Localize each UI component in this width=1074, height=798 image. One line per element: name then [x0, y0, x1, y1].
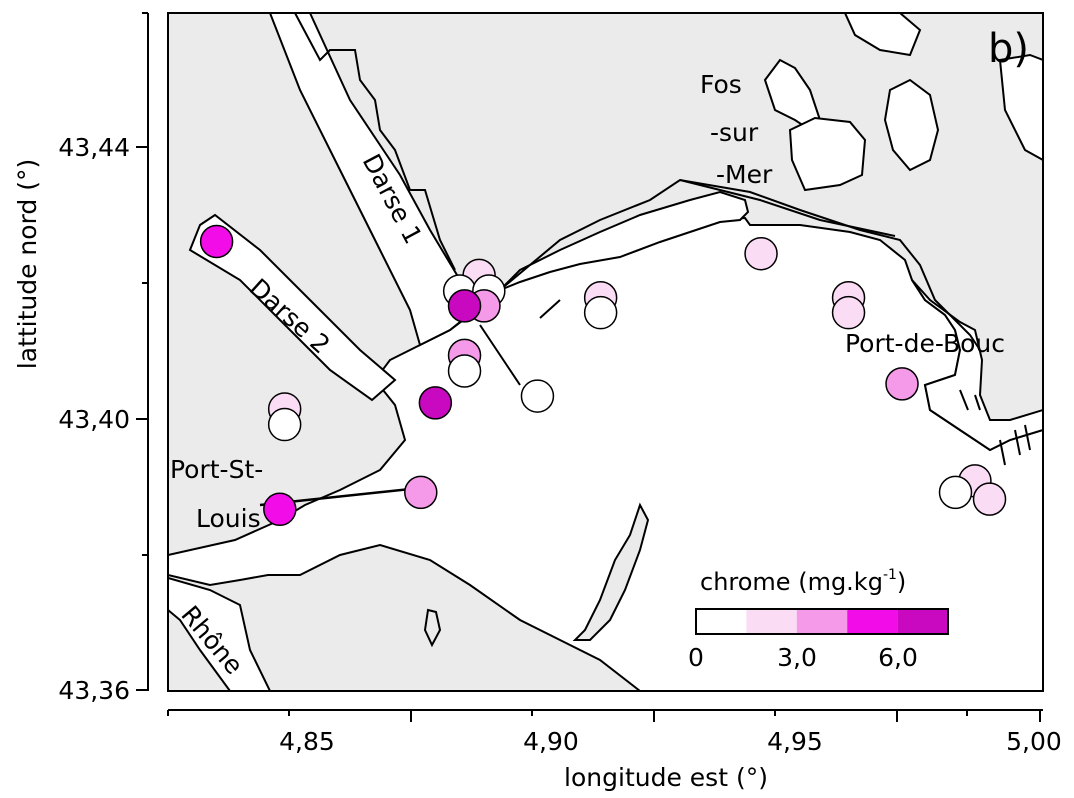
fos-label-line1: Fos	[700, 70, 742, 99]
y-axis-title: lattitude nord (°)	[13, 159, 42, 369]
sample-point	[520, 379, 555, 413]
small-islet	[423, 608, 442, 648]
legend-color-class	[847, 609, 898, 634]
fos-island-2	[788, 116, 867, 192]
legend-tick-label: 6,0	[878, 643, 918, 672]
fos-island-4	[843, 13, 922, 57]
sample-points	[199, 224, 1007, 527]
pier-lines	[479, 299, 1031, 466]
x-tick-label: 4,85	[279, 727, 335, 756]
fos-island-3	[883, 78, 940, 172]
legend-color-class	[746, 609, 797, 634]
sample-point	[938, 475, 973, 510]
sample-point	[972, 482, 1007, 516]
gulf-water	[168, 216, 1043, 691]
legend-color-class	[696, 609, 747, 634]
legend: chrome (mg.kg-1) 0 3,0 6,0	[688, 567, 949, 672]
x-tick-label: 4,90	[523, 727, 579, 756]
sample-point	[263, 492, 297, 527]
coastal-breakwater	[499, 178, 981, 351]
north-basin	[499, 190, 750, 291]
sample-point	[404, 475, 438, 510]
legend-title-sup: -1	[883, 567, 897, 583]
y-tick-label: 43,36	[58, 676, 130, 705]
coastline-layer	[168, 13, 1043, 691]
sample-point	[418, 386, 453, 420]
x-tick-label: 4,95	[767, 727, 823, 756]
legend-title-text: chrome (mg.kg	[700, 568, 883, 596]
sample-point	[447, 289, 482, 323]
port-st-louis-label-line1: Port-St-	[170, 455, 263, 484]
fos-island-5	[998, 53, 1043, 162]
legend-tick-label: 3,0	[777, 643, 817, 672]
legend-title-end: )	[897, 568, 906, 596]
coastal-breakwater-2	[679, 179, 896, 237]
port-st-louis-label-line2: Louis	[196, 504, 261, 533]
sample-point	[583, 295, 618, 330]
sample-point	[885, 367, 919, 401]
x-tick-label: 5,00	[1006, 727, 1062, 756]
rhone-water	[168, 576, 272, 691]
legend-title: chrome (mg.kg-1)	[700, 567, 906, 596]
x-axis: 4,85 4,90 4,95 5,00 longitude est (°)	[167, 709, 1062, 792]
port-de-bouc-label: Port-de-Bouc	[845, 329, 1005, 358]
y-tick-label: 43,44	[58, 133, 130, 162]
sample-point	[199, 224, 234, 259]
panel-label: b)	[988, 26, 1029, 72]
fos-label-line3: -Mer	[716, 160, 773, 189]
plot-frame	[167, 12, 1044, 692]
legend-color-bar	[696, 609, 948, 634]
legend-bar-frame	[695, 608, 949, 635]
south-spit	[572, 502, 650, 641]
legend-color-class	[796, 609, 848, 634]
legend-tick-label: 0	[688, 643, 704, 672]
fos-label-line2: -sur	[710, 118, 759, 147]
x-axis-title: longitude est (°)	[564, 763, 768, 792]
darse-1-quay	[294, 13, 456, 271]
y-tick-label: 43,40	[58, 405, 130, 434]
sample-point	[447, 354, 482, 388]
sample-point	[831, 295, 866, 330]
legend-color-class	[897, 609, 948, 634]
sample-point	[267, 407, 302, 442]
darse-2-canal	[188, 213, 397, 402]
y-axis: 43,44 43,40 43,36 lattitude nord (°)	[13, 12, 149, 705]
sample-point	[744, 236, 778, 271]
